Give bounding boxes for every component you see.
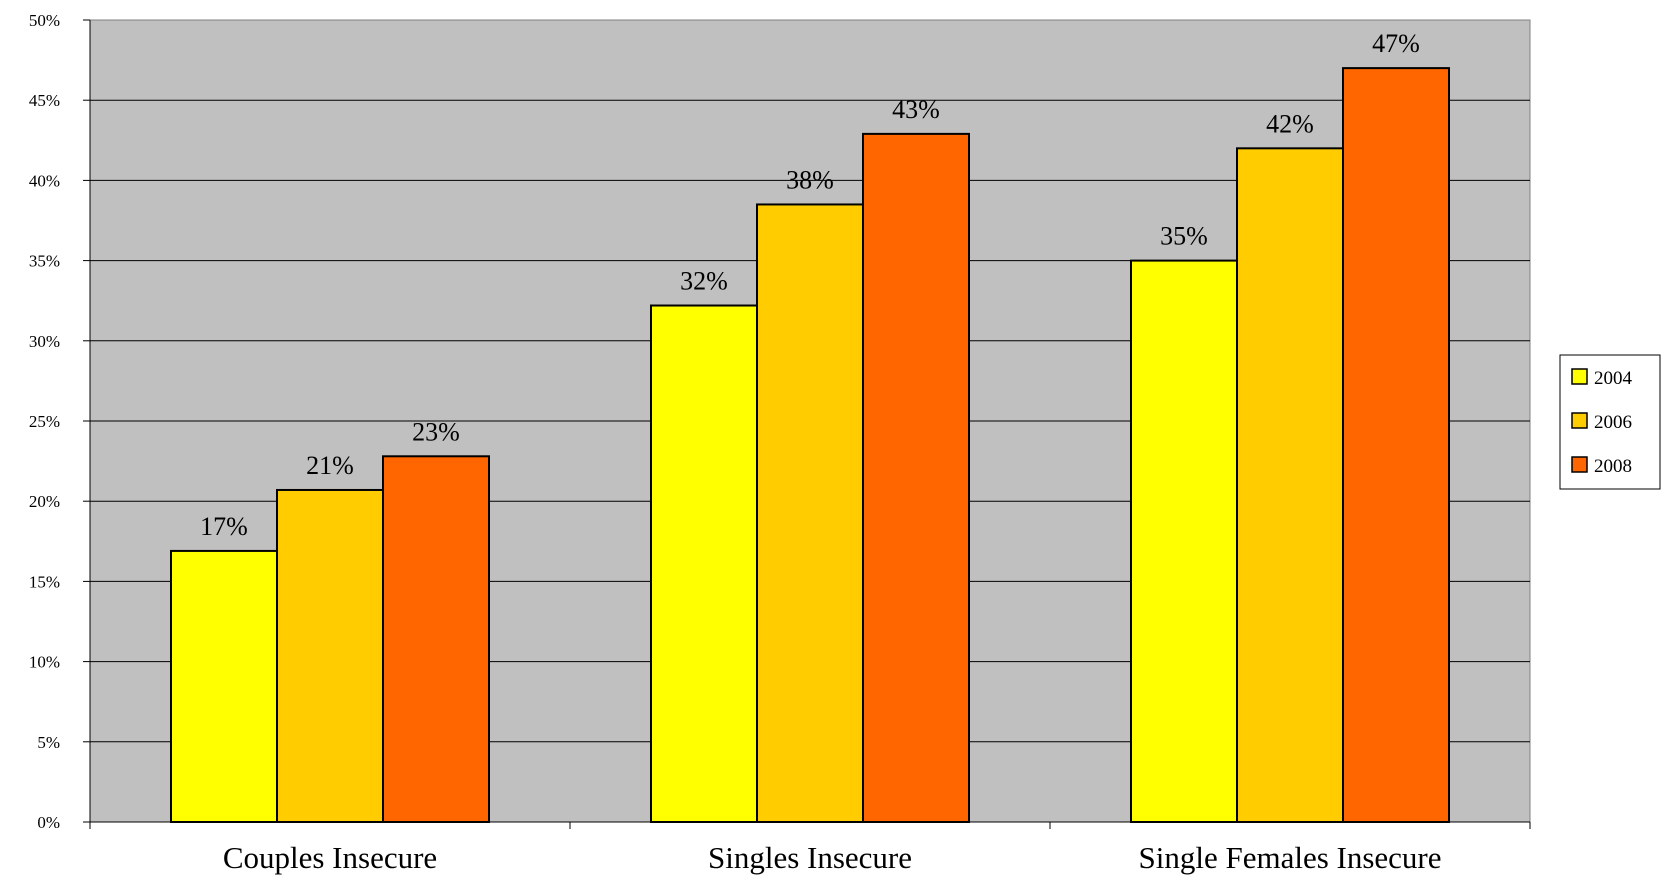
data-label: 17% xyxy=(200,512,248,541)
legend-swatch xyxy=(1571,368,1588,385)
category-label: Singles Insecure xyxy=(708,840,912,875)
bar-2006 xyxy=(276,488,384,823)
bar-2004 xyxy=(650,304,758,823)
axes: 0% 5% 10% 15% 20% 25% 30% 35% 40% 45% 50% xyxy=(29,11,1531,832)
data-label: 23% xyxy=(412,417,460,446)
y-tick-label: 40% xyxy=(29,171,60,190)
bar-2008 xyxy=(1342,67,1450,824)
y-tick-label: 10% xyxy=(29,653,60,672)
legend-label: 2006 xyxy=(1594,412,1632,433)
y-tick-label: 35% xyxy=(29,252,60,271)
y-tick-label: 30% xyxy=(29,332,60,351)
bar-2006 xyxy=(756,203,864,823)
y-tick-label: 0% xyxy=(37,813,60,832)
y-tick-label: 45% xyxy=(29,91,60,110)
legend-swatch xyxy=(1571,412,1588,429)
category-label: Single Females Insecure xyxy=(1138,840,1441,875)
data-label: 21% xyxy=(306,451,354,480)
legend: 2004 2006 2008 xyxy=(1559,354,1661,490)
data-label: 43% xyxy=(892,95,940,124)
y-tick-label: 20% xyxy=(29,492,60,511)
labels: 17% 21% 23% Couples Insecure 32% 38% 43% Single… xyxy=(200,29,1441,875)
bars xyxy=(170,67,1450,824)
legend-label: 2004 xyxy=(1594,368,1633,389)
legend-swatch xyxy=(1571,456,1588,473)
data-label: 47% xyxy=(1372,29,1420,58)
bar-2008 xyxy=(382,455,490,823)
data-label: 42% xyxy=(1266,109,1314,138)
y-tick-label: 50% xyxy=(29,11,60,30)
data-label: 32% xyxy=(680,267,728,296)
bar-2008 xyxy=(862,132,970,824)
data-label: 35% xyxy=(1160,222,1208,251)
category-label: Couples Insecure xyxy=(223,840,437,875)
data-label: 38% xyxy=(786,165,834,194)
bar-2004 xyxy=(1130,259,1238,824)
y-tick-label: 15% xyxy=(29,572,60,591)
y-tick-label: 5% xyxy=(37,733,60,752)
y-tick-label: 25% xyxy=(29,412,60,431)
bar-2006 xyxy=(1236,147,1344,823)
legend-label: 2008 xyxy=(1594,456,1632,477)
bar-2004 xyxy=(170,549,278,823)
